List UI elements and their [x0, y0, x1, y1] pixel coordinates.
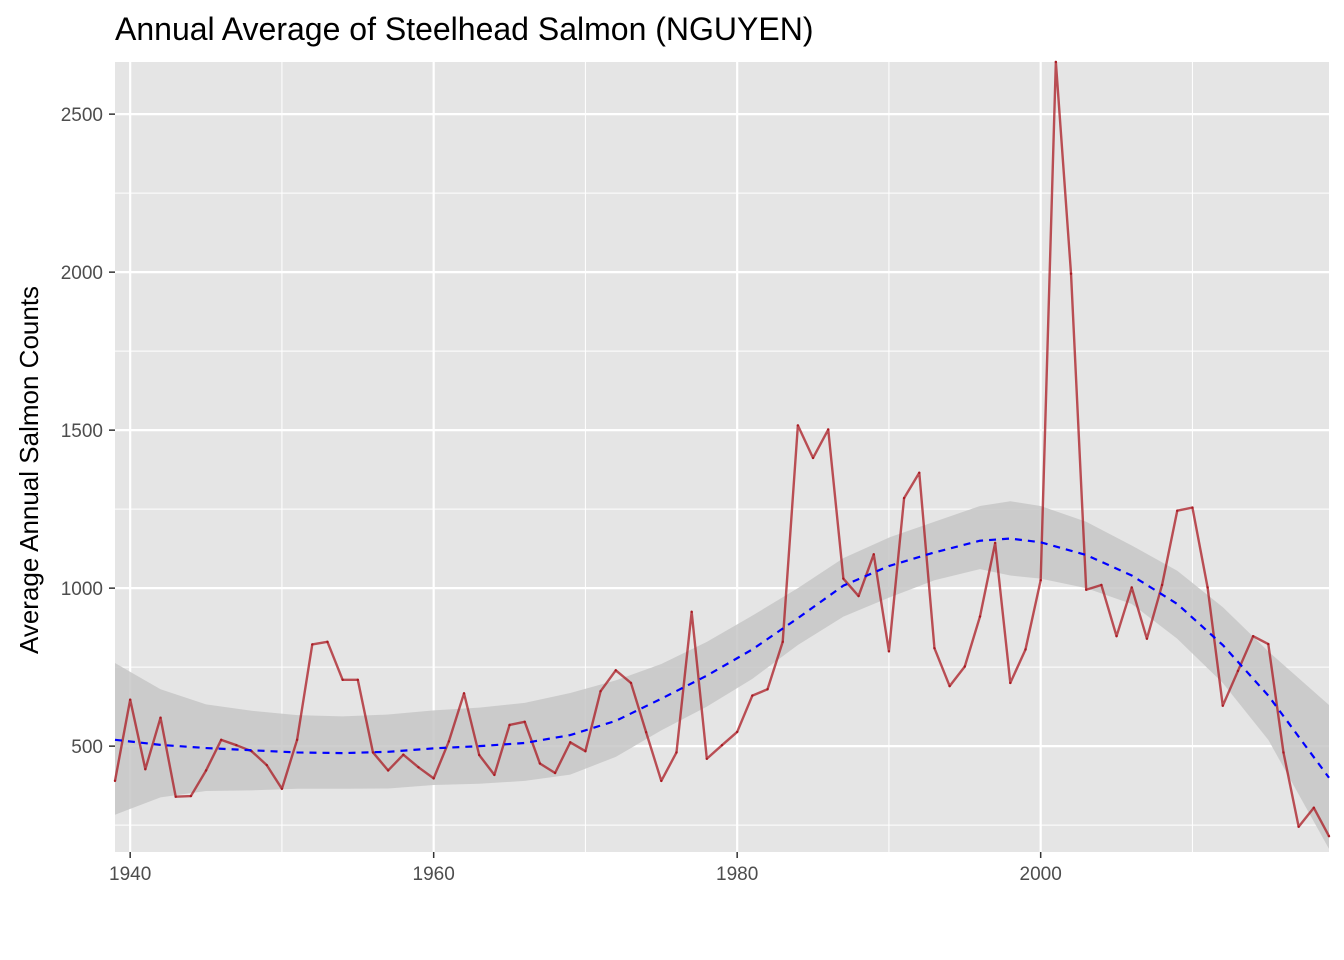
- data-point: [417, 766, 420, 769]
- data-point: [1145, 637, 1149, 640]
- y-tick-label: 2500: [61, 105, 103, 126]
- data-point: [599, 689, 602, 693]
- data-point: [204, 769, 208, 772]
- data-point: [1009, 681, 1012, 685]
- data-point: [386, 769, 390, 772]
- data-point: [614, 669, 617, 672]
- data-point: [811, 456, 815, 460]
- data-point: [1297, 825, 1300, 828]
- data-point: [1327, 835, 1331, 838]
- data-point: [1085, 588, 1088, 591]
- data-point: [462, 692, 466, 695]
- data-point: [735, 730, 739, 734]
- data-point: [660, 779, 663, 783]
- data-point: [1115, 634, 1118, 638]
- data-point: [341, 678, 344, 681]
- y-tick-label: 1000: [61, 579, 103, 600]
- data-point: [1312, 806, 1316, 809]
- data-point: [478, 753, 481, 757]
- data-point: [523, 720, 526, 724]
- data-point: [644, 731, 648, 734]
- data-point: [220, 738, 223, 742]
- confidence-band: [115, 501, 1329, 849]
- data-point: [781, 640, 784, 644]
- data-point: [705, 757, 709, 760]
- data-point: [144, 768, 147, 771]
- data-point: [1160, 583, 1164, 587]
- data-point: [933, 646, 936, 650]
- data-point: [113, 779, 117, 783]
- data-point: [796, 424, 800, 427]
- data-point: [1176, 509, 1179, 512]
- data-point: [280, 787, 284, 790]
- data-point: [174, 795, 177, 798]
- data-point: [553, 771, 557, 775]
- data-point: [675, 751, 678, 754]
- data-point: [720, 743, 724, 747]
- x-tick-label: 2000: [1020, 864, 1062, 885]
- data-point-layer: [113, 60, 1331, 838]
- data-point: [1282, 751, 1285, 754]
- data-point: [993, 541, 997, 545]
- data-point: [1039, 579, 1042, 582]
- data-point: [447, 740, 451, 743]
- data-point: [827, 428, 830, 431]
- data-point: [493, 773, 496, 777]
- data-point: [690, 610, 693, 614]
- data-point: [872, 553, 875, 556]
- data-point: [1251, 634, 1255, 638]
- chart-title: Annual Average of Steelhead Salmon (NGUY…: [115, 11, 813, 47]
- data-point: [887, 650, 891, 653]
- data-point: [629, 681, 633, 685]
- data-point: [1236, 669, 1240, 673]
- x-tick-label: 1960: [413, 864, 455, 885]
- data-point: [584, 749, 587, 753]
- data-point: [1130, 586, 1133, 589]
- data-point: [189, 794, 193, 798]
- data-point: [128, 698, 132, 701]
- y-tick-label: 2000: [61, 263, 103, 284]
- data-point: [978, 615, 982, 618]
- data-point: [1221, 704, 1224, 707]
- data-point: [751, 694, 754, 697]
- y-tick-label: 500: [71, 737, 103, 758]
- confidence-band-layer: [115, 501, 1329, 849]
- data-point: [1206, 586, 1209, 589]
- axes: 1940 1960 1980 2000 500 1000 1500 2000 2500: [61, 105, 1062, 885]
- data-point: [1024, 648, 1027, 651]
- data-point: [432, 777, 435, 780]
- data-point: [1267, 642, 1270, 646]
- x-tick-label: 1980: [716, 864, 758, 885]
- data-point: [918, 471, 921, 474]
- data-point: [1100, 583, 1103, 587]
- data-point: [265, 763, 268, 767]
- data-point: [1054, 60, 1058, 64]
- data-point: [569, 741, 572, 744]
- data-point: [159, 716, 162, 719]
- data-point: [295, 738, 299, 742]
- data-point: [1069, 272, 1073, 275]
- y-tick-label: 1500: [61, 421, 103, 442]
- data-point: [538, 762, 542, 765]
- data-point: [402, 753, 405, 756]
- data-point: [857, 594, 860, 598]
- x-tick-label: 1940: [109, 864, 151, 885]
- data-point: [842, 577, 845, 580]
- data-point: [326, 640, 329, 644]
- data-point: [948, 684, 951, 688]
- y-axis-title: Average Annual Salmon Counts: [14, 286, 44, 654]
- data-point: [963, 665, 966, 668]
- data-point: [766, 688, 769, 691]
- data-point: [508, 723, 511, 727]
- data-point: [235, 743, 238, 747]
- data-point: [311, 643, 314, 646]
- data-point: [356, 678, 359, 681]
- data-point: [902, 496, 906, 500]
- data-point: [1191, 506, 1194, 509]
- data-point: [371, 751, 375, 754]
